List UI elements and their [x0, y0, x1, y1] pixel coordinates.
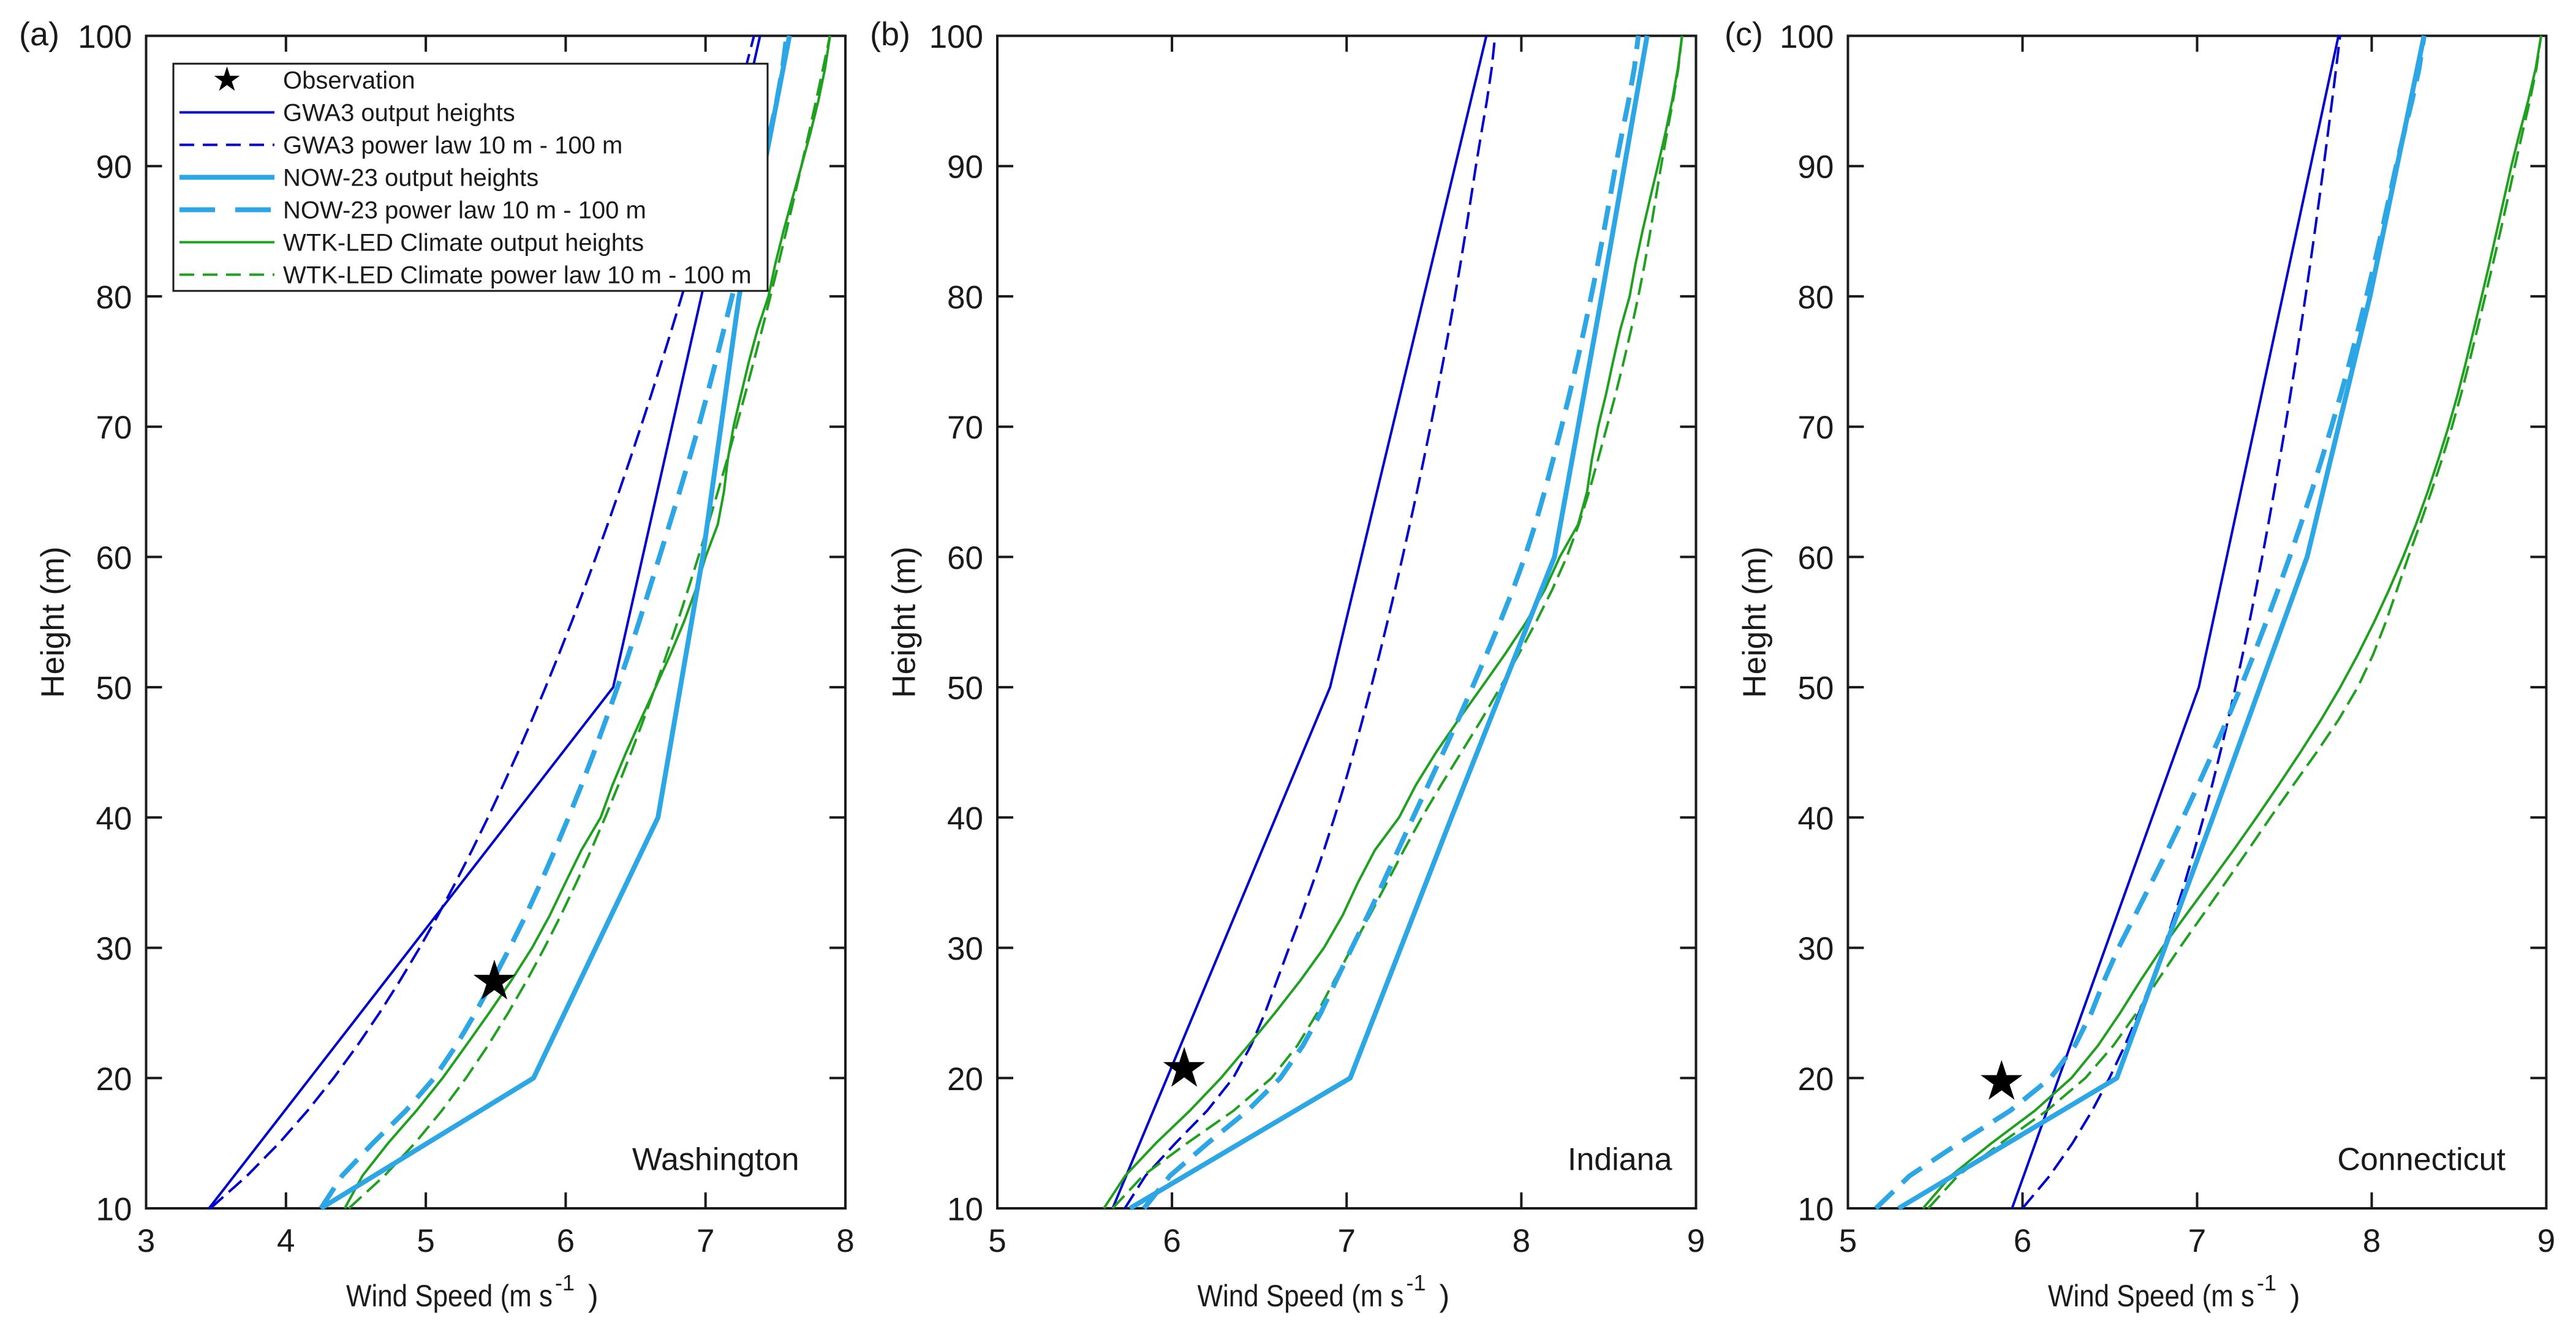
svg-text:50: 50: [96, 671, 132, 707]
svg-text:60: 60: [1798, 540, 1834, 576]
svg-text:): ): [2290, 1279, 2300, 1313]
svg-text:20: 20: [1798, 1061, 1834, 1097]
svg-text:Connecticut: Connecticut: [2337, 1142, 2506, 1178]
svg-text:Wind Speed (m s: Wind Speed (m s: [346, 1279, 553, 1313]
svg-text:70: 70: [947, 410, 983, 446]
svg-text:40: 40: [1798, 800, 1834, 837]
svg-text:Height (m): Height (m): [886, 546, 923, 698]
svg-text:90: 90: [947, 149, 983, 186]
svg-text:4: 4: [277, 1223, 295, 1259]
svg-text:40: 40: [947, 800, 983, 837]
svg-text:10: 10: [96, 1192, 132, 1228]
svg-text:30: 30: [1798, 931, 1834, 967]
svg-text:3: 3: [137, 1223, 155, 1259]
svg-text:WTK-LED Climate power law 10 m: WTK-LED Climate power law 10 m - 100 m: [283, 262, 752, 289]
svg-text:10: 10: [1798, 1192, 1834, 1228]
svg-text:80: 80: [947, 279, 983, 315]
svg-text:90: 90: [1798, 149, 1834, 186]
svg-text:(c): (c): [1724, 16, 1763, 53]
svg-text:50: 50: [1798, 671, 1834, 707]
svg-text:80: 80: [1798, 279, 1834, 315]
svg-text:5: 5: [417, 1223, 434, 1259]
svg-text:GWA3 power law 10 m - 100 m: GWA3 power law 10 m - 100 m: [283, 132, 622, 159]
svg-text:30: 30: [947, 931, 983, 967]
svg-text:(a): (a): [19, 16, 59, 53]
svg-text:): ): [1440, 1279, 1450, 1313]
svg-text:5: 5: [1839, 1223, 1857, 1259]
svg-text:-1: -1: [1407, 1270, 1426, 1295]
svg-text:9: 9: [2537, 1223, 2555, 1259]
svg-text:8: 8: [2363, 1223, 2381, 1259]
svg-text:Height (m): Height (m): [35, 546, 71, 698]
svg-text:100: 100: [1780, 19, 1834, 55]
svg-text:Washington: Washington: [632, 1142, 799, 1178]
svg-text:WTK-LED Climate output heights: WTK-LED Climate output heights: [283, 230, 644, 257]
svg-text:8: 8: [836, 1223, 854, 1259]
svg-text:9: 9: [1687, 1223, 1705, 1259]
svg-text:6: 6: [557, 1223, 575, 1259]
svg-text:7: 7: [1337, 1223, 1355, 1259]
svg-text:8: 8: [1513, 1223, 1530, 1259]
svg-text:Height (m): Height (m): [1737, 546, 1773, 698]
svg-text:6: 6: [1163, 1223, 1180, 1259]
svg-text:NOW-23 power law 10 m - 100 m: NOW-23 power law 10 m - 100 m: [283, 197, 646, 224]
svg-text:GWA3 output heights: GWA3 output heights: [283, 100, 515, 127]
svg-text:50: 50: [947, 671, 983, 707]
svg-text:Wind Speed (m s: Wind Speed (m s: [1198, 1279, 1404, 1313]
svg-text:6: 6: [2014, 1223, 2031, 1259]
svg-text:100: 100: [929, 19, 983, 55]
svg-text:90: 90: [96, 149, 132, 186]
svg-text:7: 7: [2188, 1223, 2206, 1259]
svg-text:Wind Speed (m s: Wind Speed (m s: [2048, 1279, 2254, 1313]
svg-text:20: 20: [96, 1061, 132, 1097]
svg-text:-1: -1: [2257, 1270, 2276, 1295]
svg-text:(b): (b): [870, 16, 910, 53]
svg-text:70: 70: [1798, 410, 1834, 446]
svg-text:-1: -1: [555, 1270, 575, 1295]
svg-text:): ): [588, 1279, 599, 1313]
svg-text:70: 70: [96, 410, 132, 446]
svg-text:10: 10: [947, 1192, 983, 1228]
svg-text:80: 80: [96, 279, 132, 315]
svg-text:20: 20: [947, 1061, 983, 1097]
svg-text:100: 100: [78, 19, 132, 55]
svg-text:NOW-23 output heights: NOW-23 output heights: [283, 165, 538, 192]
svg-text:Indiana: Indiana: [1568, 1142, 1672, 1178]
svg-text:60: 60: [96, 540, 132, 576]
svg-text:60: 60: [947, 540, 983, 576]
svg-text:Observation: Observation: [283, 67, 415, 94]
svg-text:7: 7: [697, 1223, 714, 1259]
svg-text:40: 40: [96, 800, 132, 837]
svg-text:30: 30: [96, 931, 132, 967]
svg-text:5: 5: [988, 1223, 1006, 1259]
